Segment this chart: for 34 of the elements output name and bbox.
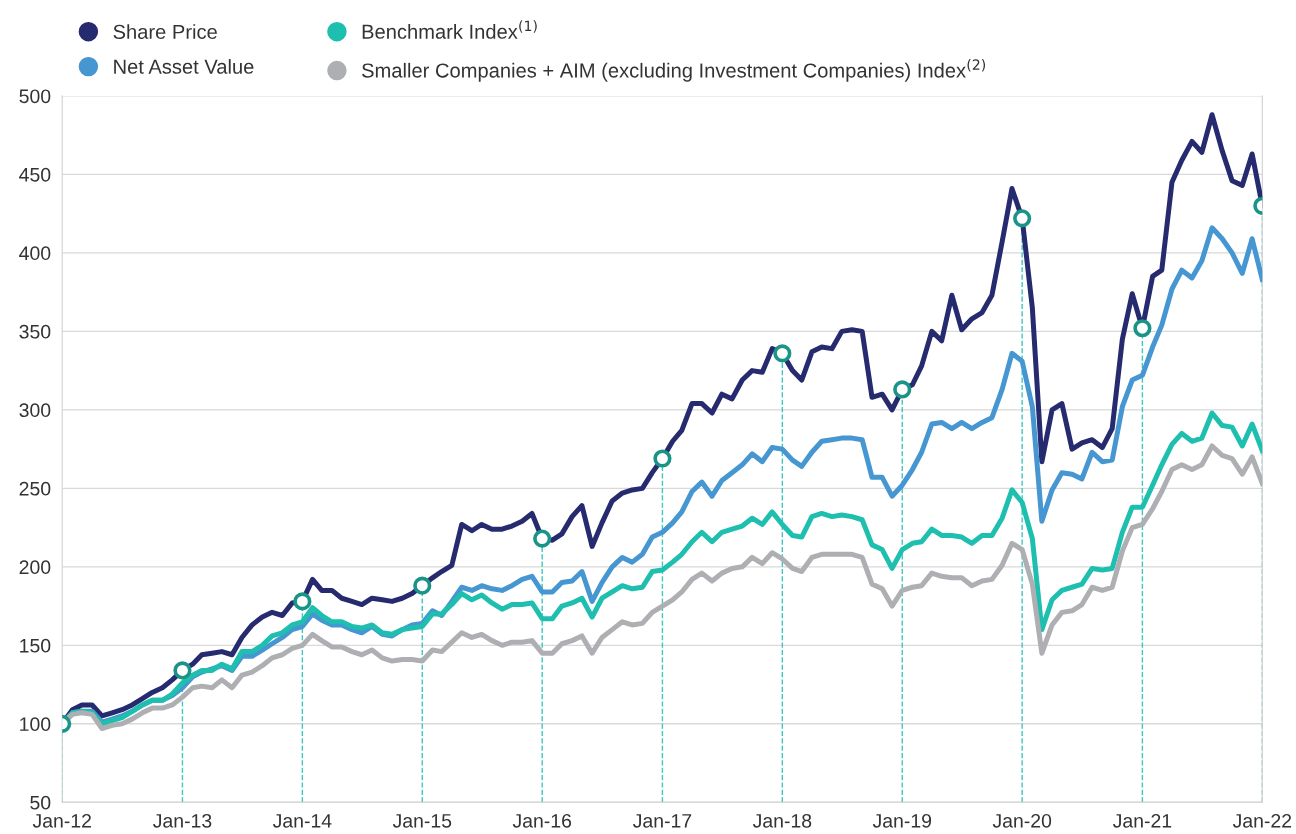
point	[533, 529, 552, 548]
x-tick-label: Jan-14	[272, 814, 332, 828]
point	[653, 449, 672, 468]
x-tick-label: Jan-15	[392, 814, 452, 828]
y-tick-label: 300	[19, 403, 51, 418]
legend-label: Share Price	[113, 24, 217, 39]
legend-label: Benchmark Index$^{(1)}$	[362, 20, 537, 39]
y-tick-label: 200	[19, 560, 51, 575]
y-tick-label: 100	[20, 717, 51, 732]
x-tick-label: Jan-21	[1112, 813, 1172, 828]
x-tick-label: Jan-20	[992, 813, 1052, 828]
y-tick-label: 450	[19, 167, 51, 182]
point	[1013, 209, 1032, 228]
x-tick-label: Jan-12	[32, 813, 91, 828]
point	[893, 380, 912, 399]
x-tick-label: Jan-19	[872, 813, 932, 828]
x-tick-label: Jan-13	[153, 813, 212, 828]
y-tick-label: 400	[19, 246, 51, 261]
x-tick-label: Jan-22	[1232, 813, 1292, 828]
y-tick-label: 150	[20, 638, 51, 653]
y-tick-label: 250	[19, 481, 51, 496]
point	[773, 344, 792, 363]
x-tick-label: Jan-16	[512, 813, 572, 828]
point	[1133, 319, 1152, 338]
point	[173, 661, 192, 680]
legend-label: Smaller Companies + AIM (excluding Investment Companies) Index$^{(2)}$	[362, 59, 986, 82]
point	[413, 576, 432, 595]
x-tick-label: Jan-18	[752, 813, 812, 828]
point	[293, 592, 312, 611]
legend-label: Net Asset Value	[114, 59, 254, 74]
y-tick-label: 50	[30, 795, 51, 810]
y-tick-label: 500	[19, 89, 51, 104]
y-tick-label: 350	[19, 324, 51, 339]
x-tick-label: Jan-17	[633, 814, 692, 828]
